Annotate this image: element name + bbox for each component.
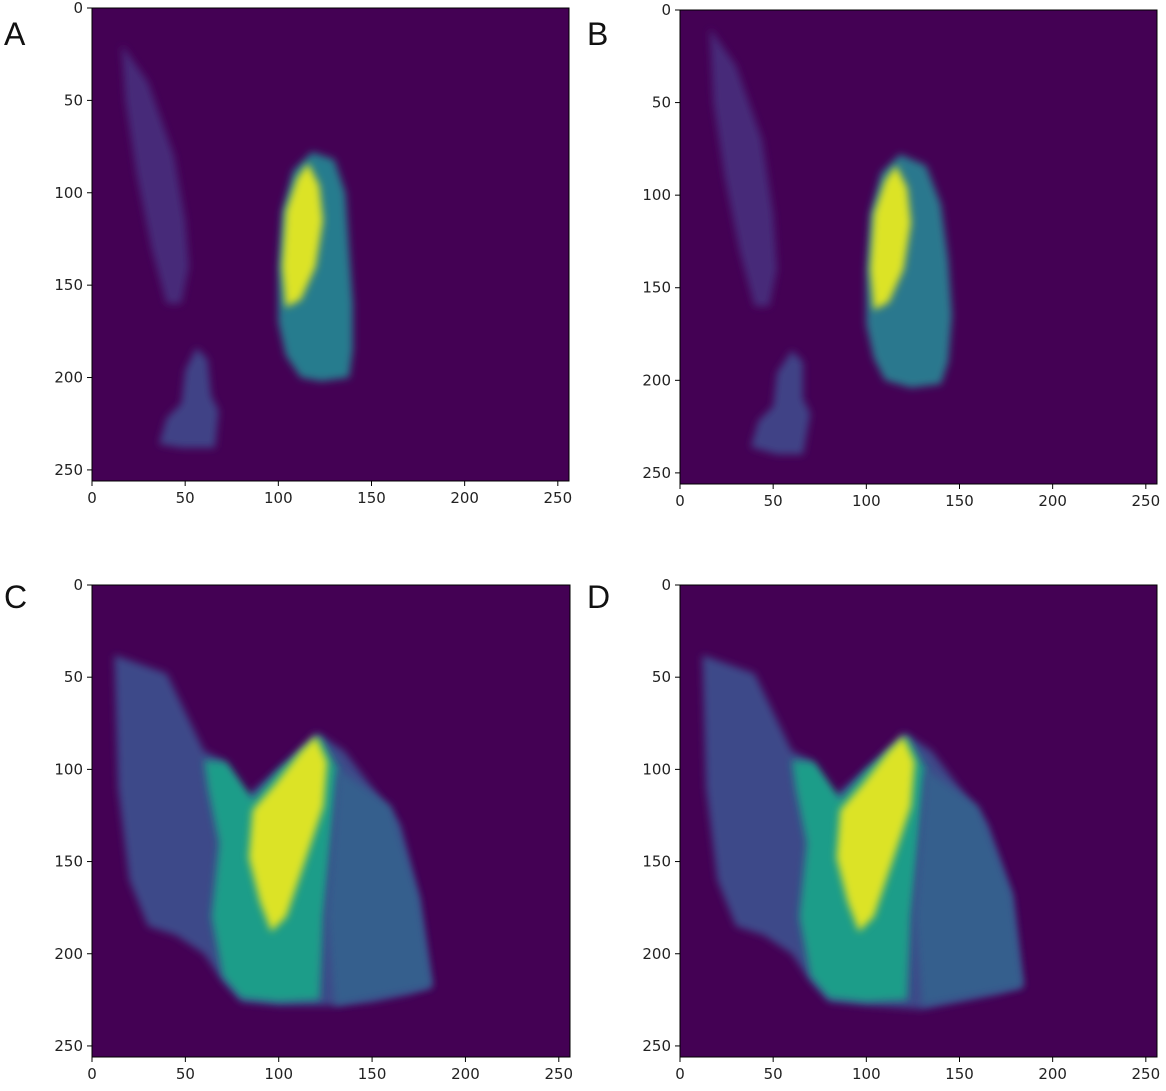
x-tick-label: 250	[544, 1065, 573, 1083]
heatmap-region-bright-core	[248, 736, 328, 932]
heatmap-region-lower-left	[750, 350, 811, 455]
panel-label: A	[4, 16, 26, 52]
heatmap-region-right-fan	[327, 769, 432, 1006]
heatmap-layer	[702, 655, 1023, 1010]
y-tick-label: 0	[73, 576, 83, 594]
x-tick-label: 150	[357, 489, 386, 507]
x-tick-label: 0	[87, 489, 97, 507]
plot-frame	[679, 584, 1158, 1058]
heatmap-region-bright-core	[836, 736, 915, 932]
x-tick-label: 200	[450, 489, 479, 507]
y-tick-label: 0	[73, 0, 83, 17]
x-tick-label: 100	[852, 1065, 881, 1083]
y-tick-label: 100	[642, 186, 671, 204]
x-tick-label: 100	[852, 492, 881, 510]
x-tick-label: 0	[87, 1065, 97, 1083]
x-tick-label: 0	[675, 492, 685, 510]
x-tick-label: 200	[1038, 492, 1067, 510]
y-tick-label: 200	[54, 945, 83, 963]
heatmap-layer	[114, 655, 432, 1006]
y-tick-label: 100	[54, 760, 83, 778]
panel-label: D	[587, 579, 611, 615]
y-tick-label: 50	[64, 91, 83, 109]
x-tick-label: 150	[945, 1065, 974, 1083]
plot-frame	[91, 584, 571, 1058]
y-tick-label: 50	[64, 668, 83, 686]
panel-label: B	[587, 16, 609, 52]
x-tick-label: 150	[945, 492, 974, 510]
y-tick-label: 200	[642, 945, 671, 963]
heatmap-region-left-streak	[709, 28, 777, 307]
x-tick-label: 250	[1132, 1065, 1161, 1083]
heatmap-region-left-streak	[121, 45, 189, 304]
x-tick-label: 50	[176, 489, 195, 507]
x-tick-label: 100	[264, 1065, 293, 1083]
y-tick-label: 100	[642, 760, 671, 778]
x-tick-label: 200	[451, 1065, 480, 1083]
y-tick-label: 150	[642, 853, 671, 871]
y-tick-label: 150	[54, 276, 83, 294]
panel-a: A 0 50 100 150 200 250 0 50 100 150 200 250	[0, 0, 583, 545]
x-tick-label: 0	[675, 1065, 685, 1083]
x-tick-label: 50	[764, 1065, 783, 1083]
x-tick-label: 250	[544, 489, 573, 507]
heatmap-layer	[709, 28, 952, 455]
x-tick-label: 250	[1132, 492, 1161, 510]
heatmap-region-bright-core	[282, 163, 323, 308]
y-tick-label: 250	[642, 464, 671, 482]
y-tick-label: 250	[642, 1037, 671, 1055]
panel-c: C 0 50 100 150 200 250 0 50 100 150 200 250	[0, 545, 583, 1091]
heatmap-region-lower-left	[159, 348, 219, 448]
x-tick-label: 200	[1038, 1065, 1067, 1083]
y-tick-label: 100	[54, 184, 83, 202]
y-tick-label: 0	[661, 1, 671, 19]
panel-label: C	[4, 579, 28, 615]
plot-frame	[91, 7, 570, 482]
y-tick-label: 200	[54, 369, 83, 387]
y-tick-label: 50	[652, 94, 671, 112]
panel-b: B 0 50 100 150 200 250 0 50 100 150 200 250	[583, 0, 1166, 545]
y-tick-label: 150	[54, 853, 83, 871]
plot-frame	[679, 9, 1158, 485]
y-tick-label: 200	[642, 371, 671, 389]
y-tick-label: 50	[652, 668, 671, 686]
heatmap-layer	[121, 45, 353, 448]
heatmap-region-right-fan	[914, 769, 1023, 1006]
x-tick-label: 150	[358, 1065, 387, 1083]
heatmap-region-bright-core	[870, 165, 911, 310]
panel-d: D 0 50 100 150 200 250 0 50 100 150 200 250	[583, 545, 1166, 1091]
x-tick-label: 50	[176, 1065, 195, 1083]
x-tick-label: 100	[264, 489, 293, 507]
x-tick-label: 50	[764, 492, 783, 510]
y-tick-label: 150	[642, 279, 671, 297]
y-tick-label: 0	[661, 576, 671, 594]
y-tick-label: 250	[54, 461, 83, 479]
y-tick-label: 250	[54, 1037, 83, 1055]
